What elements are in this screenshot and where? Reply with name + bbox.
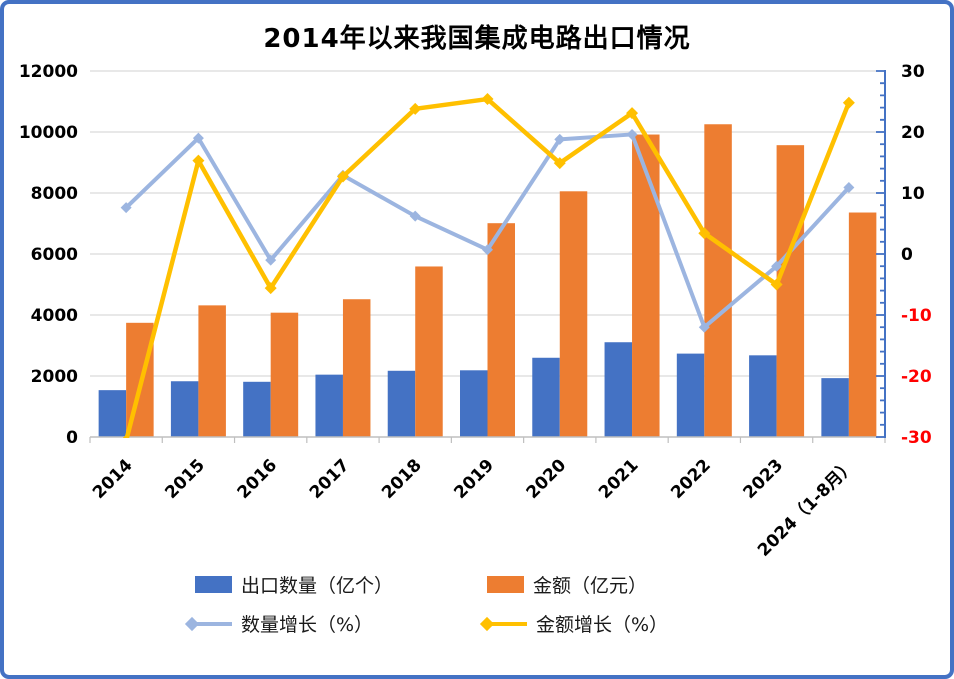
quantity-bar-swatch	[195, 576, 232, 593]
diamond-marker-icon	[626, 128, 638, 140]
svg-text:-30: -30	[901, 428, 932, 448]
bar	[198, 305, 226, 437]
line-swatch-bar	[188, 621, 232, 626]
line-series-group	[120, 93, 855, 438]
svg-text:2014: 2014	[89, 455, 137, 503]
svg-text:-10: -10	[901, 306, 932, 326]
diamond-marker-icon	[120, 202, 132, 214]
bar	[676, 353, 705, 437]
svg-text:0: 0	[901, 245, 913, 265]
bar	[532, 357, 560, 437]
diamond-marker-icon	[698, 227, 711, 240]
svg-text:2019: 2019	[450, 455, 498, 503]
svg-text:2016: 2016	[234, 455, 282, 503]
svg-text:12000: 12000	[19, 62, 78, 82]
diamond-marker-icon	[122, 434, 130, 438]
svg-text:2017: 2017	[306, 455, 354, 503]
svg-text:4000: 4000	[31, 306, 78, 326]
quantity-growth-line-swatch	[184, 614, 232, 634]
bar	[848, 212, 877, 437]
diamond-marker-icon	[626, 107, 639, 120]
bar	[170, 381, 199, 437]
line-swatch-bar	[483, 621, 527, 626]
bar	[632, 134, 660, 437]
bar	[342, 299, 371, 437]
legend-item-amount: 金额（亿元）	[487, 571, 647, 598]
bar	[776, 145, 805, 437]
bar	[487, 223, 515, 437]
legend-label: 数量增长（%）	[241, 614, 374, 636]
bar	[98, 390, 127, 437]
bar	[387, 370, 416, 437]
bar	[270, 312, 299, 437]
svg-text:30: 30	[901, 62, 925, 82]
svg-text:2020: 2020	[523, 455, 571, 503]
svg-text:10: 10	[901, 184, 925, 204]
svg-text:2023: 2023	[740, 455, 788, 503]
svg-text:2015: 2015	[161, 455, 209, 503]
bar-series-0	[98, 342, 849, 437]
legend-item-amount-growth: 金额增长（%）	[479, 610, 669, 637]
legend-label: 出口数量（亿个）	[241, 575, 394, 597]
diamond-marker-icon	[842, 96, 855, 109]
svg-text:-20: -20	[901, 367, 932, 387]
bar	[704, 124, 732, 438]
diamond-marker-icon	[770, 278, 783, 291]
right-axis	[876, 70, 886, 438]
legend-label: 金额增长（%）	[536, 614, 669, 636]
left-axis-labels: 0 2000 4000 6000 8000 10000 12000	[19, 62, 78, 448]
svg-text:2021: 2021	[595, 455, 643, 503]
diamond-marker-icon	[482, 244, 493, 256]
amount-bar-swatch	[487, 576, 524, 593]
combo-chart: 0 2000 4000 6000 8000 10000 12000 -30 -20 -10 0 10 2…	[19, 62, 932, 561]
diamond-marker-icon	[336, 170, 349, 183]
svg-text:2018: 2018	[378, 455, 426, 503]
svg-text:2022: 2022	[667, 455, 715, 503]
diamond-marker-icon	[698, 321, 710, 333]
svg-text:2000: 2000	[31, 367, 78, 387]
svg-text:6000: 6000	[31, 245, 78, 265]
svg-text:0: 0	[66, 428, 78, 448]
bar	[604, 342, 633, 437]
diamond-marker-icon	[265, 254, 277, 266]
legend-item-quantity-growth: 数量增长（%）	[184, 610, 374, 637]
diamond-marker-icon	[264, 282, 277, 295]
x-axis-labels: 2014 2015 2016 2017 2018 2019 2020 2021 2022 2023…	[89, 455, 859, 561]
diamond-marker-icon	[554, 133, 566, 145]
bar-series-1	[126, 124, 877, 438]
diamond-marker-icon	[192, 154, 205, 167]
bar	[821, 378, 849, 437]
bar	[415, 266, 443, 437]
diamond-marker-icon	[409, 102, 422, 115]
diamond-marker-icon	[843, 182, 855, 194]
right-axis-labels: -30 -20 -10 0 10 20 30	[901, 62, 932, 448]
svg-text:8000: 8000	[31, 184, 78, 204]
diamond-marker-icon	[481, 93, 494, 106]
diamond-marker-icon	[192, 132, 204, 144]
bar	[559, 191, 588, 437]
bar	[460, 370, 488, 437]
bar	[243, 381, 271, 437]
bar	[315, 374, 343, 437]
svg-text:10000: 10000	[19, 123, 78, 143]
amount-growth-line-swatch	[479, 614, 527, 634]
line-series-1	[122, 93, 855, 438]
diamond-marker-icon	[479, 616, 495, 631]
diamond-marker-icon	[409, 210, 421, 222]
legend-label: 金额（亿元）	[533, 575, 648, 597]
chart-title: 2014年以来我国集成电路出口情况	[263, 24, 691, 54]
legend-item-export-quantity: 出口数量（亿个）	[195, 571, 393, 598]
diamond-marker-icon	[184, 616, 200, 631]
bar	[749, 355, 777, 437]
diamond-marker-icon	[553, 157, 566, 170]
x-axis	[89, 436, 886, 443]
svg-text:20: 20	[901, 123, 925, 143]
diamond-marker-icon	[771, 260, 783, 272]
